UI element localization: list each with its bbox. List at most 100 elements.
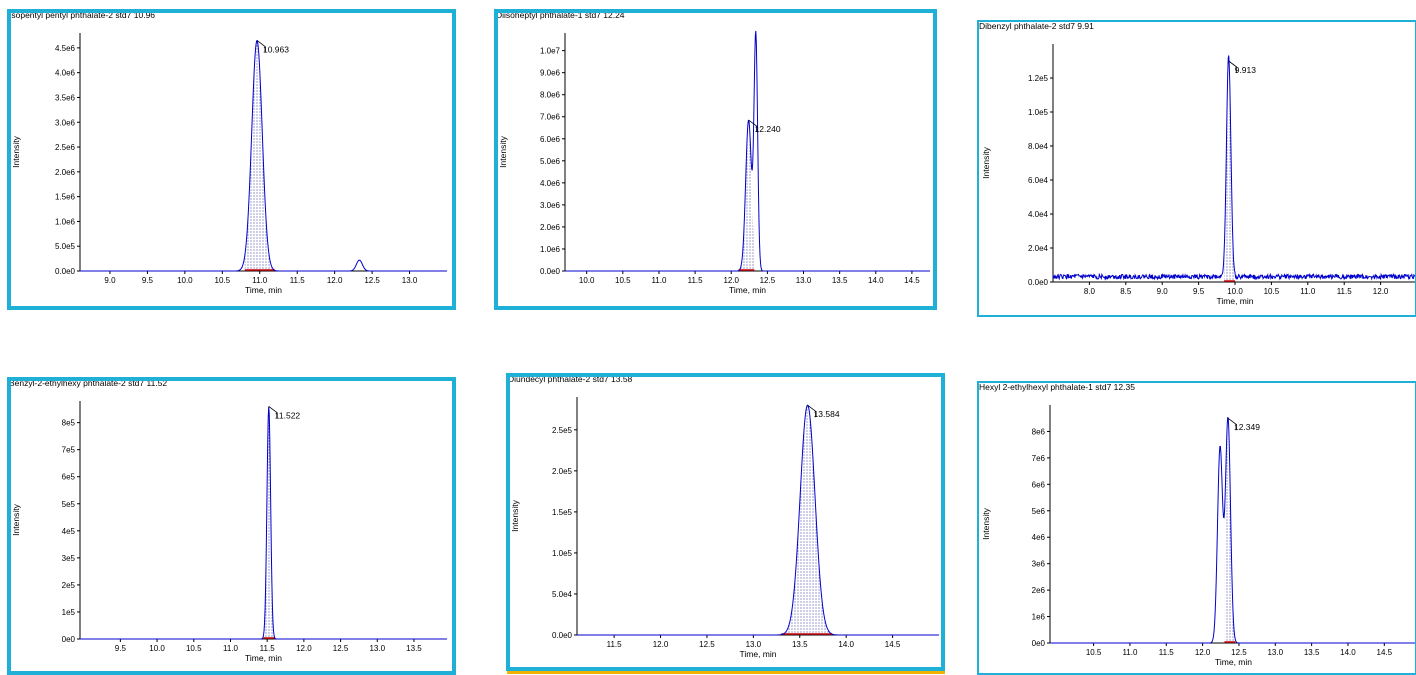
x-tick-label: 10.5 [1264, 287, 1280, 296]
peak-area [1224, 418, 1236, 643]
peak-rt-label: 10.963 [263, 44, 289, 54]
chart-svg: 0e0 1e6 2e6 3e6 4e6 5e6 6e6 7e6 8e6 10.5 11.0 11.5 1… [981, 405, 1416, 667]
y-tick-label: 1.0e6 [540, 245, 561, 254]
y-tick-label: 0.0e0 [552, 631, 573, 640]
y-tick-label: 6e5 [62, 473, 76, 482]
chart-title: Diisoheptyl phthalate-1 std7 12.24 [496, 10, 625, 20]
x-tick-label: 11.5 [607, 640, 623, 649]
x-tick-label: 13.0 [1267, 648, 1283, 657]
x-tick-label: 9.5 [142, 276, 154, 285]
y-tick-label: 3e5 [62, 554, 76, 563]
x-axis-label: Time, min [245, 285, 282, 295]
chart-panel-2: Diisoheptyl phthalate-1 std7 12.24 0.0e0… [494, 9, 937, 310]
peak-rt-label: 11.522 [275, 410, 301, 420]
y-tick-label: 2.0e6 [540, 223, 561, 232]
y-tick-label: 1.2e5 [1028, 74, 1049, 83]
chart-panel-5: Diundecyl phthalate-2 std7 13.58 0.0e0 5.… [506, 373, 945, 671]
peak-area [244, 40, 275, 271]
peak-area [738, 120, 755, 271]
x-tick-label: 12.0 [1195, 648, 1211, 657]
y-tick-label: 1.0e6 [55, 217, 76, 226]
y-tick-label: 1.5e5 [552, 508, 573, 517]
y-tick-label: 5e5 [62, 500, 76, 509]
x-tick-label: 11.5 [260, 644, 276, 653]
y-tick-label: 0e0 [1032, 639, 1046, 648]
peak-label-leader [1227, 417, 1237, 431]
x-tick-label: 10.5 [186, 644, 202, 653]
x-tick-label: 11.5 [1337, 287, 1353, 296]
x-axis-label: Time, min [740, 649, 777, 659]
x-tick-label: 12.0 [723, 276, 739, 285]
y-tick-label: 7e5 [62, 446, 76, 455]
y-tick-label: 1.0e7 [540, 47, 561, 56]
x-tick-label: 10.0 [177, 276, 193, 285]
y-tick-label: 2e6 [1032, 586, 1046, 595]
x-tick-label: 14.5 [1377, 648, 1393, 657]
x-tick-label: 10.5 [615, 276, 631, 285]
chart-svg: 0.0e0 1.0e6 2.0e6 3.0e6 4.0e6 5.0e6 6.0e6 7.0e6… [498, 30, 930, 295]
chart-svg: 0.0e0 5.0e4 1.0e5 1.5e5 2.0e5 2.5e5 11.5 12.0 12… [510, 397, 939, 659]
x-tick-label: 10.0 [579, 276, 595, 285]
y-tick-label: 4.0e6 [55, 69, 76, 78]
x-tick-label: 14.5 [885, 640, 901, 649]
series-trace [565, 30, 930, 272]
x-tick-label: 13.5 [406, 644, 422, 653]
series-trace [1050, 417, 1416, 644]
x-tick-label: 13.5 [792, 640, 808, 649]
y-tick-label: 3.5e6 [55, 93, 76, 102]
x-tick-label: 12.5 [699, 640, 715, 649]
y-tick-label: 0e0 [62, 635, 76, 644]
y-tick-label: 0.0e0 [540, 267, 561, 276]
chart-title: Diundecyl phthalate-2 std7 13.58 [508, 374, 633, 384]
x-tick-label: 9.5 [115, 644, 127, 653]
x-tick-label: 12.5 [333, 644, 349, 653]
chart-title: Isopentyl pentyl phthalate-2 std7 10.96 [9, 10, 156, 20]
y-tick-label: 5e6 [1032, 507, 1046, 516]
x-tick-label: 12.5 [364, 276, 380, 285]
x-tick-label: 11.5 [688, 276, 704, 285]
y-tick-label: 7e6 [1032, 454, 1046, 463]
peak-rt-label: 12.240 [755, 124, 781, 134]
x-tick-label: 13.0 [746, 640, 762, 649]
chart-panel-3: Dibenzyl phthalate-2 std7 9.91 0.0e0 2.0e… [977, 20, 1416, 317]
y-tick-label: 3e6 [1032, 560, 1046, 569]
y-tick-label: 0.0e0 [1028, 278, 1049, 287]
x-tick-label: 12.0 [653, 640, 669, 649]
y-tick-label: 1.0e5 [552, 549, 573, 558]
y-tick-label: 1.5e6 [55, 193, 76, 202]
y-axis-label: Intensity [981, 507, 991, 539]
x-axis-label: Time, min [729, 285, 766, 295]
series-trace [577, 404, 939, 636]
y-tick-label: 3.0e6 [540, 201, 561, 210]
x-tick-label: 12.5 [1231, 648, 1247, 657]
y-tick-label: 2.0e4 [1028, 244, 1049, 253]
y-tick-label: 4.0e6 [540, 179, 561, 188]
y-tick-label: 2.5e5 [552, 426, 573, 435]
x-tick-label: 14.0 [1340, 648, 1356, 657]
y-tick-label: 7.0e6 [540, 113, 561, 122]
chart-svg: 0e0 1e5 2e5 3e5 4e5 5e5 6e5 7e5 8e5 9.5 10.0 10.5 11… [11, 401, 447, 663]
peak-label-leader [807, 404, 816, 418]
chart-panel-1: Isopentyl pentyl phthalate-2 std7 10.96 … [7, 9, 456, 310]
chart-panel-6: Hexyl 2-ethylhexyl phthalate-1 std7 12.3… [977, 381, 1416, 675]
y-axis-label: Intensity [498, 135, 508, 167]
y-tick-label: 8.0e6 [540, 91, 561, 100]
series-trace [80, 406, 447, 640]
y-tick-label: 3.0e6 [55, 118, 76, 127]
peak-label-leader [1228, 60, 1238, 73]
y-tick-label: 4.5e6 [55, 44, 76, 53]
x-tick-label: 11.0 [651, 276, 667, 285]
y-axis-label: Intensity [981, 146, 991, 178]
accent-underline [507, 671, 945, 674]
x-tick-label: 11.5 [1159, 648, 1175, 657]
y-tick-label: 5.0e4 [552, 590, 573, 599]
chart-svg: 0.0e0 2.0e4 4.0e4 6.0e4 8.0e4 1.0e5 1.2e5 8.0 8.… [981, 44, 1416, 306]
peak-rt-label: 13.584 [814, 409, 840, 419]
x-tick-label: 11.5 [290, 276, 306, 285]
peak-label-leader [256, 40, 266, 53]
y-tick-label: 5.0e6 [540, 157, 561, 166]
x-tick-label: 13.0 [796, 276, 812, 285]
peak-label-leader [268, 406, 278, 419]
x-tick-label: 14.5 [904, 276, 920, 285]
x-tick-label: 14.0 [838, 640, 854, 649]
